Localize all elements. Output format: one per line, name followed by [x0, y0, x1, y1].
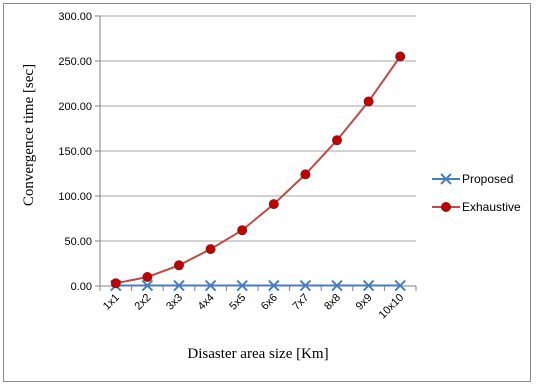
data-point: [142, 272, 153, 282]
data-point: [299, 279, 312, 292]
gridlines: [95, 15, 417, 291]
y-axis-label: Convergence time [sec]: [21, 64, 37, 206]
data-point: [268, 279, 280, 292]
x-tick-label: 1x1: [101, 292, 122, 313]
x-icon: [440, 173, 452, 185]
chart-frame: [3, 3, 531, 382]
data-point: [173, 279, 185, 292]
data-point: [332, 135, 342, 146]
x-axis-label: Disaster area size [Km]: [187, 346, 328, 362]
data-point: [204, 279, 217, 292]
data-point: [236, 279, 248, 292]
data-point: [205, 244, 216, 255]
data-point: [174, 260, 184, 271]
x-tick-label: 7x7: [290, 292, 311, 313]
data-point: [394, 279, 406, 292]
x-tick-label: 3x3: [164, 292, 185, 313]
series-proposed: [110, 279, 406, 292]
y-tick-label: 250.00: [58, 56, 92, 68]
y-tick-label: 50.00: [64, 236, 92, 248]
data-point: [110, 278, 121, 289]
circle-icon: [441, 202, 451, 212]
y-tick-label: 200.00: [58, 101, 92, 113]
data-point: [300, 169, 311, 180]
legend-item-proposed: Proposed: [432, 172, 513, 186]
data-point: [331, 279, 343, 292]
data-point: [362, 279, 375, 292]
x-tick-label: 10x10: [377, 292, 407, 322]
y-tick-label: 300.00: [58, 11, 92, 23]
y-tick-label: 0.00: [71, 281, 92, 293]
y-tick-label: 100.00: [58, 191, 92, 203]
series-exhaustive: [110, 51, 406, 289]
x-tick-label: 2x2: [132, 292, 153, 313]
series-line: [115, 55, 402, 285]
x-tick-label: 5x5: [227, 292, 248, 313]
data-point: [237, 225, 248, 236]
legend-label: Proposed: [462, 172, 513, 186]
x-tick-labels: 1x1 2x2 3x3 4x4 5x5 6x6 7x7 8x8 9x9 10x10: [101, 292, 406, 322]
data-point: [395, 51, 406, 62]
y-tick-label: 150.00: [58, 146, 92, 158]
x-tick-label: 9x9: [354, 292, 375, 313]
x-tick-label: 4x4: [196, 292, 217, 313]
legend-item-exhaustive: Exhaustive: [432, 200, 521, 214]
legend: Proposed Exhaustive: [432, 172, 521, 214]
data-point: [268, 199, 279, 210]
x-tick-label: 6x6: [259, 292, 280, 313]
data-point: [141, 279, 154, 292]
legend-label: Exhaustive: [462, 200, 521, 214]
x-tick-label: 8x8: [322, 292, 343, 313]
data-point: [363, 96, 374, 107]
y-tick-labels: 0.00 50.00 100.00 150.00 200.00 250.00 300.00: [58, 11, 92, 293]
series-group: [110, 51, 406, 292]
